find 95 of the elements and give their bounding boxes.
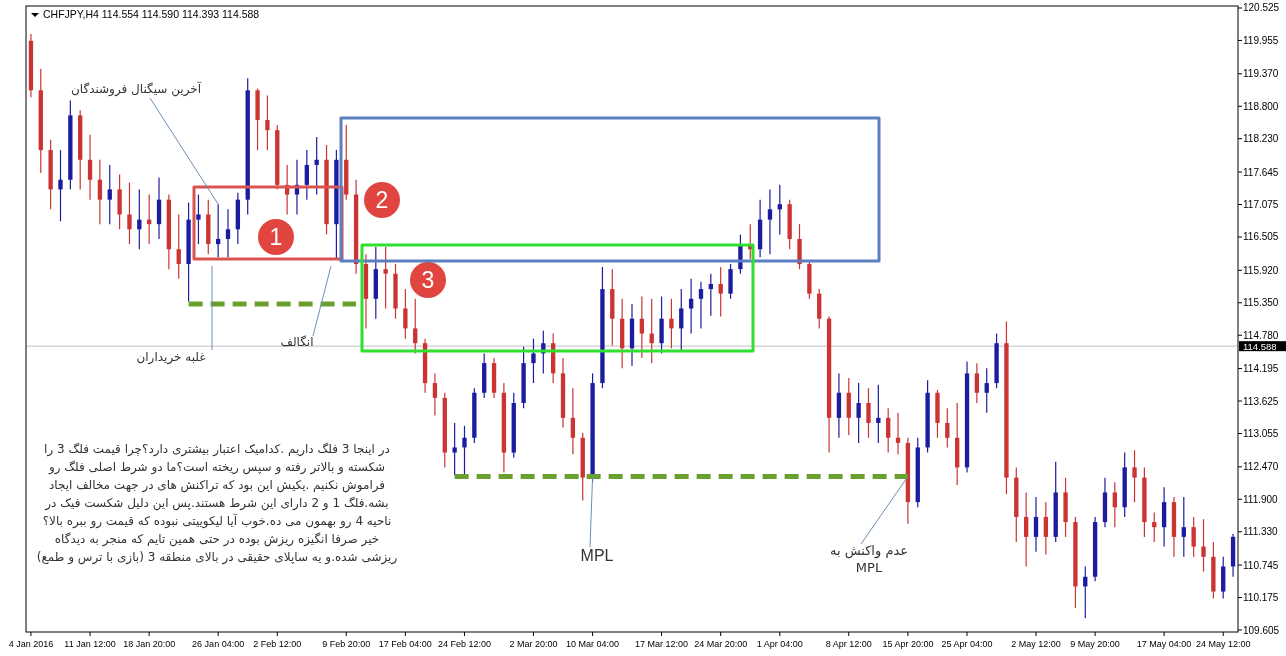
y-tick-label: 111.330 [1243, 526, 1279, 538]
candlestick [1112, 481, 1117, 528]
annotation: 1 [269, 224, 283, 250]
candlestick [974, 362, 980, 404]
x-tick-label: 15 Apr 20:00 [882, 639, 934, 649]
candlestick [767, 188, 773, 255]
candlestick [225, 208, 231, 258]
candlestick [531, 338, 536, 384]
y-tick-label: 109.605 [1243, 624, 1280, 636]
y-tick-label: 113.055 [1243, 427, 1279, 439]
candlestick [708, 273, 713, 317]
candlestick [265, 94, 270, 151]
x-tick-label: 2 May 12:00 [1011, 639, 1061, 649]
chart-title: CHFJPY,H4 114.554 114.590 114.393 114.588 [43, 8, 260, 20]
candlestick [856, 382, 861, 444]
candlestick [679, 288, 684, 352]
y-tick-label: 112.470 [1243, 461, 1279, 473]
x-tick-label: 2 Mar 20:00 [509, 639, 558, 649]
candlestick [1152, 511, 1157, 543]
candlestick [669, 298, 674, 349]
x-tick-label: 9 Feb 20:00 [322, 639, 371, 649]
x-tick-label: 24 Mar 20:00 [694, 639, 748, 649]
x-tick-label: 2 Feb 12:00 [253, 639, 302, 649]
candlestick [462, 425, 467, 475]
y-tick-label: 118.800 [1243, 100, 1279, 112]
candlestick [1201, 518, 1206, 573]
x-tick-label: 17 Feb 04:00 [378, 639, 432, 649]
x-tick-label: 26 Jan 04:00 [192, 639, 245, 649]
x-tick-label: 11 Jan 12:00 [64, 639, 116, 649]
candlestick [58, 149, 63, 222]
candlestick [876, 384, 881, 444]
candlestick [215, 203, 221, 258]
candlestick [107, 164, 112, 225]
x-tick-label: 8 Apr 12:00 [825, 639, 872, 649]
candlestick [895, 412, 901, 455]
annotation: انگالف [280, 335, 314, 351]
candlestick [176, 213, 181, 280]
x-tick-label: 18 Jan 20:00 [123, 639, 176, 649]
y-tick-label: 119.370 [1243, 68, 1279, 80]
y-tick-label: 118.230 [1243, 133, 1279, 145]
y-tick-label: 116.505 [1243, 231, 1279, 243]
annotation: عدم واکنش به MPL [829, 543, 909, 577]
x-tick-label: 17 Mar 12:00 [635, 639, 689, 649]
x-tick-label: 10 Mar 04:00 [566, 639, 620, 649]
y-tick-label: 117.645 [1243, 166, 1279, 178]
candlestick [314, 136, 319, 196]
y-tick-label: 119.955 [1243, 34, 1279, 46]
annotation: 3 [421, 267, 435, 293]
candlestick [383, 246, 388, 310]
candlestick [639, 295, 645, 359]
x-tick-label: 1 Apr 04:00 [756, 639, 803, 649]
candlestick [1043, 501, 1049, 556]
annotation: غلبه خریداران [136, 350, 206, 366]
candlestick [1023, 491, 1029, 568]
y-tick-label: 117.075 [1243, 199, 1279, 211]
candlestick [1181, 496, 1186, 558]
candlestick [777, 184, 782, 236]
y-tick-label: 114.780 [1243, 329, 1279, 341]
x-tick-label: 24 Feb 12:00 [437, 639, 492, 649]
candlestick [97, 159, 103, 225]
candlestick [1033, 496, 1039, 553]
annotation: آخرین سیگنال فروشندگان [70, 82, 202, 98]
candlestick [718, 266, 723, 318]
x-tick-label: 17 May 04:00 [1136, 639, 1192, 649]
x-tick-label: 9 May 20:00 [1070, 639, 1120, 649]
candlestick [886, 407, 891, 454]
candlestick [196, 193, 201, 245]
y-tick-label: 115.350 [1243, 297, 1279, 309]
candlestick [127, 181, 132, 245]
y-tick-label: 113.625 [1243, 395, 1279, 407]
candlestick [1132, 449, 1137, 503]
candlestick [570, 387, 576, 455]
x-tick-label: 24 May 12:00 [1195, 639, 1251, 649]
y-tick-label: 110.745 [1243, 559, 1279, 571]
annotation: در اینجا 3 فلگ داریم .کدامیک اعتبار بیشتری دارد؟چرا قیمت فلگ 3 را شکسته و بالاتر رفته و سپس ریخته است؟ما دو شرط اصلی فلگ رو فراموش نکنیم .یکیش این بود که تراکنش های در جهت مخالف ایجاد بشه.فلگ 1 و 2 دارای این شرط هستند.پس این دلیل شکست فیک در ناحیه 4 رو بهمون می ده.خوب آیا لیکوییتی نبوده که قیمت رو ببره بالا؟ خیر صرفا انگیزه ریزش بوده در حتی همین تایم که منجر به دیدگاه ریزشی شده.و یه ساپلای حقیقی در بالای منطقه 3 (بازی با ترس و طمع) [36, 441, 398, 566]
y-tick-label: 110.175 [1243, 592, 1279, 604]
candlestick [945, 407, 950, 449]
candlestick [984, 367, 989, 414]
candlestick [432, 372, 438, 417]
candlestick [698, 281, 704, 329]
candlestick [304, 149, 309, 201]
x-tick-label: 4 Jan 2016 [8, 639, 54, 649]
y-tick-label: 120.525 [1243, 2, 1280, 14]
y-tick-label: 114.195 [1243, 363, 1279, 375]
candlestick [1191, 516, 1196, 558]
y-tick-label: 111.900 [1243, 493, 1279, 505]
candlestick [87, 134, 93, 201]
candlestick [452, 422, 457, 476]
candlestick [403, 288, 408, 340]
x-tick-label: 25 Apr 04:00 [941, 639, 993, 649]
ref-line-label: 114.588 [1243, 340, 1277, 352]
annotation: MPL [580, 545, 614, 566]
annotation: 2 [375, 187, 389, 213]
candlestick [866, 387, 871, 439]
y-tick-label: 115.920 [1243, 264, 1279, 276]
